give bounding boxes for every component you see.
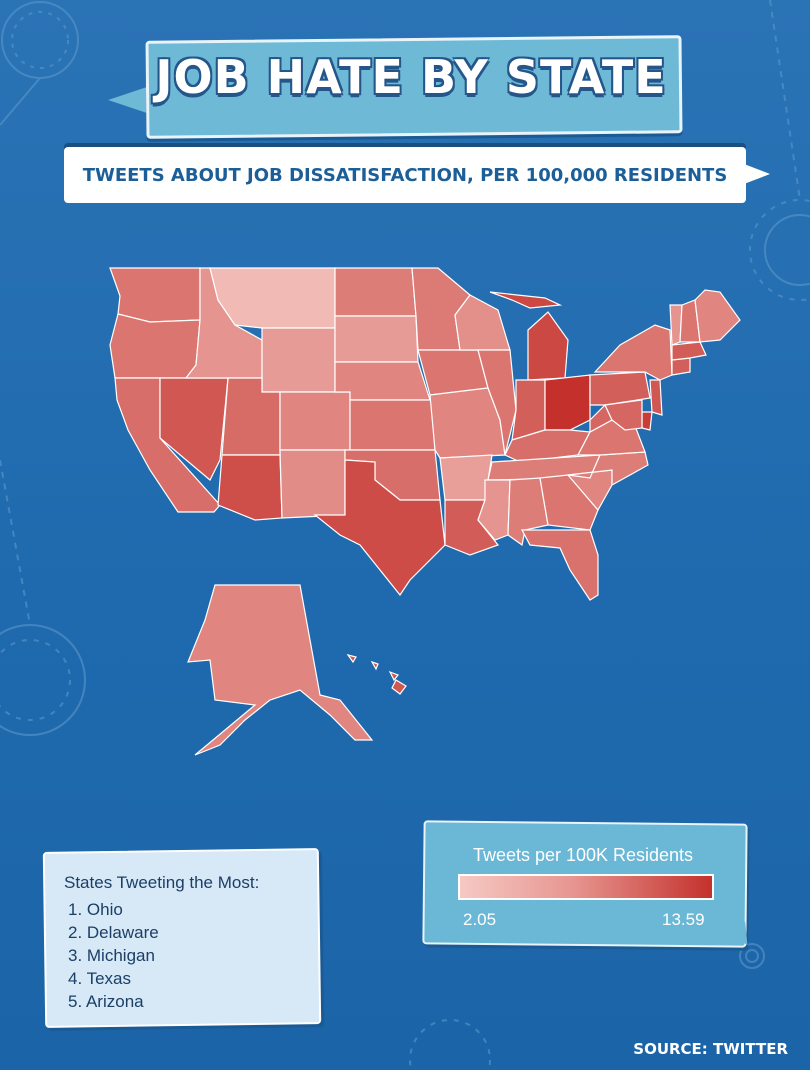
state-ks	[349, 399, 436, 451]
state-ar	[439, 454, 493, 501]
state-co	[279, 391, 351, 451]
page-title: JOB HATE BY STATE	[155, 50, 667, 104]
state-ct	[671, 357, 691, 376]
state-me	[694, 289, 741, 343]
state-wy	[261, 327, 336, 393]
state-nm	[279, 449, 346, 519]
state-ak	[187, 584, 374, 756]
state-mi	[489, 291, 569, 381]
page-subtitle: TWEETS ABOUT JOB DISSATISFACTION, PER 10…	[82, 165, 728, 186]
legend-min-label: 2.05	[463, 910, 497, 929]
alaska-hawaii	[187, 584, 407, 756]
legend-title: Tweets per 100K Residents	[472, 845, 694, 865]
source-credit: SOURCE: TWITTER	[633, 1040, 788, 1058]
top-states-item: 1. Ohio	[68, 900, 123, 919]
contiguous-states	[109, 267, 741, 601]
state-wi	[454, 294, 511, 351]
subtitle-banner	[64, 147, 746, 203]
state-md	[604, 399, 643, 431]
title-banner: JOB HATE BY STATE	[108, 35, 683, 139]
top-states-title: States Tweeting the Most:	[64, 873, 260, 892]
state-de	[641, 411, 653, 431]
state-nj	[649, 379, 663, 416]
state-ia	[417, 349, 489, 396]
state-tx	[313, 459, 446, 597]
state-ny	[593, 324, 673, 381]
state-hi	[346, 654, 407, 695]
state-nd	[334, 267, 417, 317]
state-ma	[671, 341, 707, 361]
top-states-item: 3. Michigan	[68, 946, 155, 965]
state-sd	[334, 315, 419, 363]
legend-max-label: 13.59	[662, 910, 705, 929]
state-fl	[521, 529, 599, 601]
legend-color-scale	[458, 874, 714, 900]
top-states-item: 2. Delaware	[68, 923, 159, 942]
state-wa	[109, 267, 201, 323]
title-banner-tail	[108, 86, 150, 114]
subtitle-banner-tail	[744, 164, 770, 184]
top-states-item: 5. Arizona	[68, 992, 144, 1011]
top-states-item: 4. Texas	[68, 969, 132, 988]
state-oh	[544, 374, 591, 431]
state-az	[217, 454, 283, 521]
state-or	[109, 313, 201, 379]
state-ga	[539, 474, 599, 531]
